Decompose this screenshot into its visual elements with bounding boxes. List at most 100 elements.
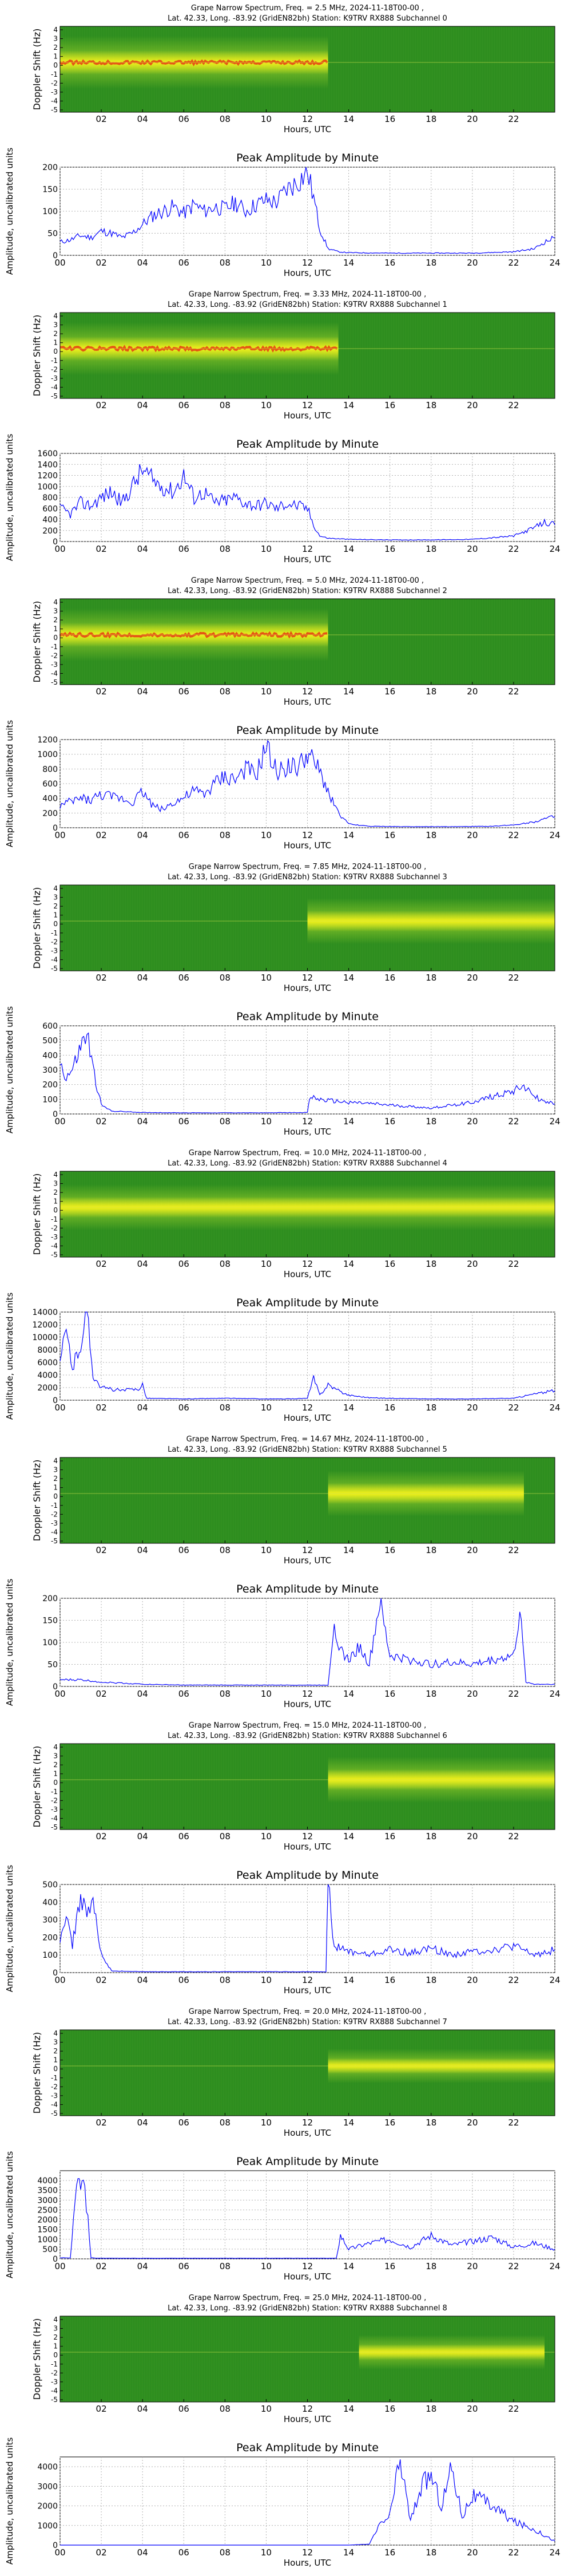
spectrogram-ytick-label: -4 [51, 1242, 58, 1250]
spectrogram-xtick-label: 06 [178, 2404, 189, 2414]
spectrogram-xtick-label: 16 [384, 400, 395, 410]
spectrogram-ytick-label: 3 [53, 894, 58, 902]
spectrogram-ytick-label: -2 [51, 79, 58, 87]
spectrogram-title-line2: Lat. 42.33, Long. -83.92 (GridEN82bh) St… [168, 873, 447, 882]
amplitude-ytick-label: 0 [53, 1110, 58, 1119]
amplitude-xtick-label: 12 [302, 1402, 313, 1413]
spectrogram-ytick-label: -1 [51, 1788, 58, 1796]
amplitude-ytick-label: 10000 [32, 1333, 58, 1342]
spectrogram-xtick-label: 14 [343, 1831, 354, 1842]
amplitude-xtick-label: 14 [343, 2547, 354, 2558]
spectrogram-ytick-label: 0 [53, 347, 58, 355]
spectrogram-xtick-label: 18 [426, 1545, 436, 1555]
amplitude-xtick-label: 12 [302, 258, 313, 268]
spectrogram-3: Grape Narrow Spectrum, Freq. = 7.85 MHz,… [31, 863, 555, 993]
spectrogram-xtick-label: 12 [302, 1545, 313, 1555]
spectrogram-ytick-label: -3 [51, 661, 58, 669]
amplitude-ytick-label: 400 [42, 795, 58, 804]
amplitude-ytick-label: 800 [42, 765, 58, 774]
amplitude-xtick-label: 04 [137, 544, 148, 554]
spectrogram-ytick-label: -4 [51, 383, 58, 391]
amplitude-ytick-label: 4000 [37, 1371, 58, 1380]
amplitude-ytick-label: 1000 [37, 2522, 58, 2531]
amplitude-ytick-label: 1200 [37, 472, 58, 481]
spectrogram-xtick-label: 18 [426, 1831, 436, 1842]
spectrogram-xtick-label: 10 [261, 973, 272, 983]
spectrogram-ytick-label: -4 [51, 1814, 58, 1822]
amplitude-xtick-label: 04 [137, 258, 148, 268]
amplitude-series-line [60, 2459, 555, 2546]
amplitude-ytick-label: 14000 [32, 1308, 58, 1317]
amplitude-xtick-label: 04 [137, 1402, 148, 1413]
amplitude-xtick-label: 04 [137, 2261, 148, 2271]
amplitude-xtick-label: 08 [220, 1116, 231, 1127]
amplitude-ytick-label: 1400 [37, 460, 58, 469]
amplitude-xtick-label: 22 [508, 2547, 519, 2558]
amplitude-ylabel: Amplitude, uncalibrated units [5, 1865, 15, 1993]
spectrogram-xlabel: Hours, UTC [284, 1269, 331, 1279]
spectrogram-xtick-label: 10 [261, 2117, 272, 2128]
spectrogram-xtick-label: 08 [220, 2117, 231, 2128]
amplitude-ytick-label: 200 [42, 1081, 58, 1090]
spectrogram-ytick-label: 2 [53, 2047, 58, 2055]
spectrogram-xtick-label: 22 [508, 973, 519, 983]
spectrogram-xtick-label: 22 [508, 400, 519, 410]
spectrogram-xtick-label: 02 [96, 1831, 107, 1842]
spectrogram-xtick-label: 14 [343, 1259, 354, 1269]
spectrogram-xtick-label: 02 [96, 973, 107, 983]
amplitude-xtick-label: 24 [549, 2261, 560, 2271]
amplitude-xlabel: Hours, UTC [284, 1699, 331, 1709]
amplitude-ytick-label: 0 [53, 251, 58, 260]
amplitude-xtick-label: 10 [261, 1689, 272, 1699]
amplitude-xtick-label: 16 [384, 1402, 395, 1413]
spectrogram-xtick-label: 08 [220, 2404, 231, 2414]
spectrogram-ytick-label: 3 [53, 321, 58, 329]
amplitude-title: Peak Amplitude by Minute [236, 1010, 379, 1023]
amplitude-xtick-label: 10 [261, 1975, 272, 1985]
amplitude-ytick-label: 4000 [37, 2463, 58, 2472]
spectrogram-ytick-label: -5 [51, 678, 58, 686]
amplitude-ytick-label: 50 [47, 1661, 58, 1670]
spectrogram-peak-trace [59, 59, 328, 66]
amplitude-xtick-label: 18 [426, 1975, 436, 1985]
spectrogram-ytick-label: 1 [53, 1484, 58, 1492]
amplitude-xtick-label: 22 [508, 544, 519, 554]
amplitude-ytick-label: 200 [42, 809, 58, 818]
amplitude-xtick-label: 00 [54, 830, 65, 840]
spectrogram-ylabel: Doppler Shift (Hz) [31, 29, 42, 110]
spectrogram-ytick-label: 2 [53, 616, 58, 624]
spectrogram-xtick-label: 14 [343, 973, 354, 983]
amplitude-ytick-label: 12000 [32, 1321, 58, 1330]
spectrogram-xtick-label: 10 [261, 2404, 272, 2414]
spectrogram-xlabel: Hours, UTC [284, 983, 331, 993]
amplitude-xtick-label: 16 [384, 1975, 395, 1985]
amplitude-chart-4: Peak Amplitude by Minute 00 02 04 06 08 10 12 14… [5, 1293, 561, 1423]
spectrogram-title-line2: Lat. 42.33, Long. -83.92 (GridEN82bh) St… [168, 1732, 447, 1740]
spectrogram-xtick-label: 10 [261, 1259, 272, 1269]
amplitude-xtick-label: 00 [54, 1116, 65, 1127]
spectrogram-xtick-label: 04 [137, 686, 148, 697]
spectrogram-ylabel: Doppler Shift (Hz) [31, 2032, 42, 2114]
spectrogram-xtick-label: 08 [220, 400, 231, 410]
spectrogram-5: Grape Narrow Spectrum, Freq. = 14.67 MHz… [31, 1435, 555, 1566]
spectrogram-ytick-label: -5 [51, 1823, 58, 1831]
spectrogram-xtick-label: 06 [178, 973, 189, 983]
spectrogram-ytick-label: 3 [53, 1752, 58, 1760]
amplitude-xtick-label: 20 [467, 2261, 478, 2271]
spectrogram-ytick-label: 1 [53, 2342, 58, 2350]
amplitude-xtick-label: 20 [467, 258, 478, 268]
spectrogram-ytick-label: -3 [51, 947, 58, 955]
spectrogram-xtick-label: 14 [343, 2404, 354, 2414]
spectrogram-ytick-label: -4 [51, 1528, 58, 1536]
spectrogram-ytick-label: 1 [53, 53, 58, 61]
amplitude-xtick-label: 00 [54, 544, 65, 554]
amplitude-ytick-label: 1000 [37, 483, 58, 492]
spectrogram-xtick-label: 10 [261, 1545, 272, 1555]
amplitude-xtick-label: 14 [343, 830, 354, 840]
amplitude-chart-1: Peak Amplitude by Minute 00 02 04 06 08 10 12 14… [5, 434, 561, 564]
amplitude-xtick-label: 02 [96, 1975, 107, 1985]
amplitude-ytick-label: 4000 [37, 2176, 58, 2186]
amplitude-ytick-label: 500 [42, 2245, 58, 2254]
amplitude-xtick-label: 14 [343, 258, 354, 268]
